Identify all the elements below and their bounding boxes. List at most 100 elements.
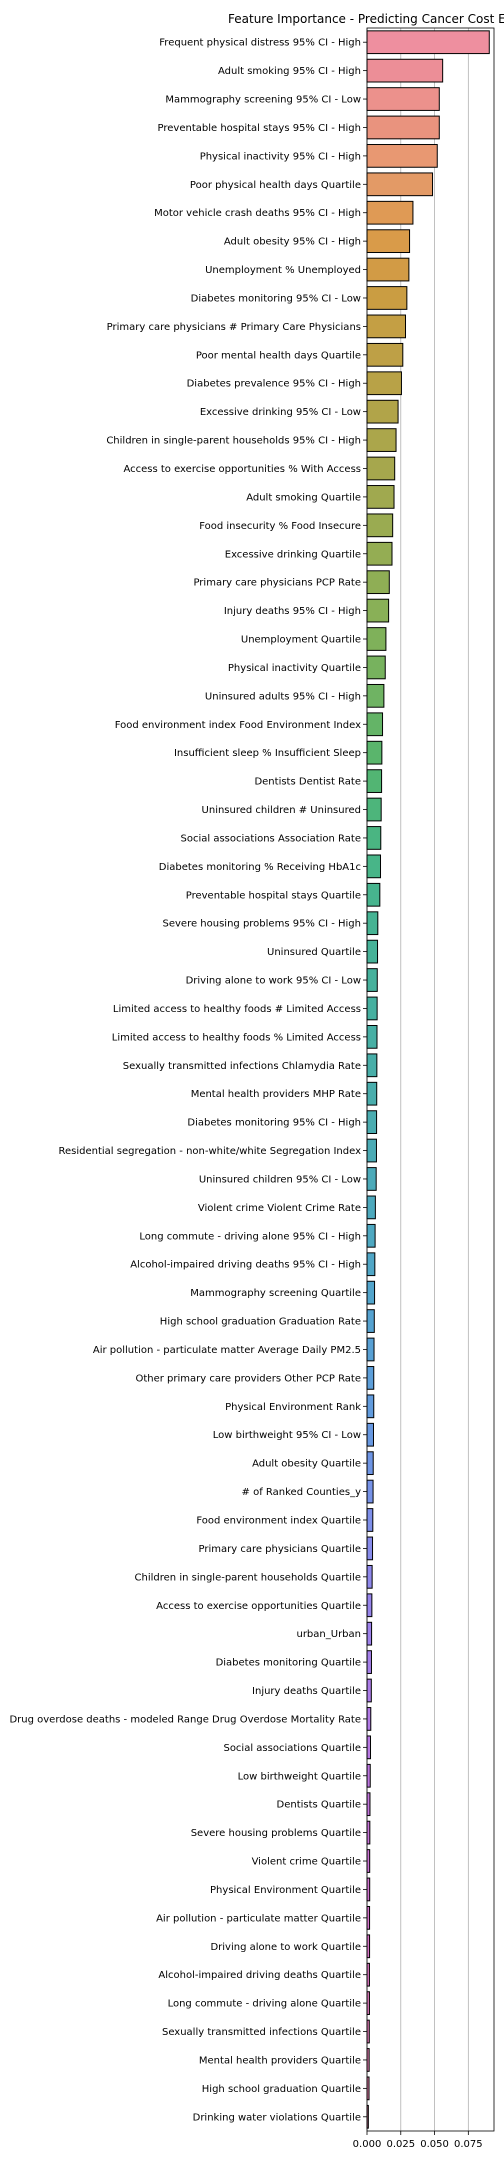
chart-title: Feature Importance - Predicting Cancer C…	[228, 12, 504, 26]
y-tick-label: Unemployment Quartile	[241, 635, 361, 646]
y-tick-label: Injury deaths 95% CI - High	[224, 606, 361, 617]
y-tick-label: Children in single-parent households 95%…	[106, 436, 361, 447]
bar	[366, 797, 382, 822]
y-tick-labels: Frequent physical distress 95% CI - High…	[9, 38, 367, 2123]
y-tick-label: Drinking water violations Quartile	[193, 2112, 361, 2123]
bar	[366, 1053, 378, 1078]
plot-frame	[366, 27, 495, 2132]
bar	[366, 428, 397, 452]
bars	[366, 30, 490, 2129]
bar	[366, 1138, 377, 1163]
bar	[366, 911, 379, 936]
bar	[366, 1479, 374, 1504]
y-tick-label: Dentists Quartile	[277, 1800, 362, 1811]
bar	[366, 371, 402, 396]
bar	[366, 968, 378, 992]
y-tick-label: Sexually transmitted infections Quartile	[162, 2027, 361, 2038]
y-tick-label: Driving alone to work Quartile	[210, 1942, 361, 1953]
bar	[366, 1849, 371, 1873]
y-tick-label: High school graduation Graduation Rate	[160, 1317, 361, 1328]
y-tick-label: Frequent physical distress 95% CI - High	[159, 38, 361, 49]
y-tick-label: High school graduation Quartile	[202, 2084, 361, 2095]
y-tick-label: urban_Urban	[296, 1629, 361, 1640]
y-tick-label: Physical Environment Rank	[225, 1402, 361, 1413]
bar	[366, 1564, 373, 1589]
bar	[366, 1650, 372, 1674]
y-tick-label: Excessive drinking 95% CI - Low	[200, 407, 361, 418]
y-tick-label: Long commute - driving alone Quartile	[168, 1999, 361, 2010]
bar	[366, 257, 410, 282]
bar	[366, 172, 434, 197]
bar	[366, 1536, 374, 1561]
y-tick-label: Children in single-parent households Qua…	[135, 1572, 361, 1583]
bar	[366, 1621, 373, 1646]
y-tick-label: Physical inactivity 95% CI - High	[200, 151, 361, 162]
bar	[366, 882, 381, 907]
bar	[366, 740, 383, 765]
bar	[366, 342, 404, 367]
y-tick-label: Primary care physicians # Primary Care P…	[107, 322, 361, 333]
bar	[366, 598, 390, 623]
y-tick-label: Physical inactivity Quartile	[228, 663, 361, 674]
y-tick-label: Food environment index Quartile	[196, 1515, 361, 1526]
x-tick-label: 0.050	[420, 2139, 449, 2150]
y-tick-label: Diabetes monitoring Quartile	[216, 1658, 361, 1669]
y-tick-label: Adult smoking 95% CI - High	[218, 66, 361, 77]
y-tick-label: Air pollution - particulate matter Quart…	[156, 1913, 361, 1924]
bar	[366, 939, 379, 964]
y-tick-label: Adult obesity 95% CI - High	[224, 237, 361, 248]
bar	[366, 1451, 374, 1476]
y-tick-label: Preventable hospital stays 95% CI - High	[158, 123, 361, 134]
y-tick-label: Other primary care providers Other PCP R…	[135, 1373, 361, 1384]
bar	[366, 87, 440, 111]
y-tick-label: Mammography screening Quartile	[190, 1288, 361, 1299]
y-tick-label: Social associations Association Rate	[181, 833, 362, 844]
y-tick-label: Injury deaths Quartile	[252, 1686, 361, 1697]
y-tick-label: Excessive drinking Quartile	[225, 549, 361, 560]
y-tick-label: Violent crime Violent Crime Rate	[198, 1203, 361, 1214]
bar	[366, 1025, 378, 1049]
y-tick-label: Primary care physicians PCP Rate	[193, 578, 361, 589]
bar	[366, 541, 393, 566]
y-tick-label: Long commute - driving alone 95% CI - Hi…	[139, 1231, 361, 1242]
bar	[366, 1195, 376, 1220]
y-tick-label: Access to exercise opportunities Quartil…	[156, 1601, 361, 1612]
bar	[366, 1508, 374, 1532]
y-tick-label: Drug overdose deaths - modeled Range Dru…	[9, 1714, 361, 1725]
y-tick-label: Access to exercise opportunities % With …	[123, 464, 361, 475]
bar	[366, 769, 383, 793]
y-tick-label: Low birthweight Quartile	[238, 1771, 361, 1782]
bar	[366, 1820, 371, 1845]
bar	[366, 286, 408, 310]
bar	[366, 115, 440, 140]
bar	[366, 1081, 378, 1106]
y-tick-label: Preventable hospital stays Quartile	[186, 890, 361, 901]
bar	[366, 1735, 372, 1760]
y-tick-label: Unemployment % Unemployed	[205, 265, 361, 276]
y-tick-label: Violent crime Quartile	[252, 1857, 361, 1868]
y-tick-label: Uninsured adults 95% CI - High	[205, 691, 361, 702]
y-tick-label: Food environment index Food Environment …	[115, 720, 361, 731]
bar	[366, 58, 444, 83]
y-tick-label: Diabetes monitoring 95% CI - High	[187, 1118, 361, 1129]
bar	[366, 1792, 371, 1817]
y-tick-label: Limited access to healthy foods # Limite…	[113, 1004, 361, 1015]
bar	[366, 996, 378, 1021]
y-tick-label: Physical Environment Quartile	[210, 1885, 361, 1896]
bar	[366, 229, 411, 254]
bar	[366, 1593, 373, 1618]
bar	[366, 1337, 375, 1362]
bar	[366, 1223, 376, 1248]
y-tick-label: Alcohol-impaired driving deaths 95% CI -…	[130, 1260, 361, 1271]
y-tick-label: Mammography screening 95% CI - Low	[165, 95, 361, 106]
y-tick-label: Insufficient sleep % Insufficient Sleep	[174, 748, 361, 759]
bar	[366, 570, 390, 595]
bar	[366, 1309, 375, 1333]
bar	[366, 1877, 371, 1902]
y-tick-label: Primary care physicians Quartile	[199, 1544, 361, 1555]
y-tick-label: Social associations Quartile	[223, 1743, 361, 1754]
y-tick-label: Diabetes monitoring 95% CI - Low	[191, 293, 361, 304]
x-tick-labels: 0.000 0.025 0.050 0.075	[353, 2131, 483, 2150]
y-tick-label: Mental health providers Quartile	[199, 2055, 361, 2066]
